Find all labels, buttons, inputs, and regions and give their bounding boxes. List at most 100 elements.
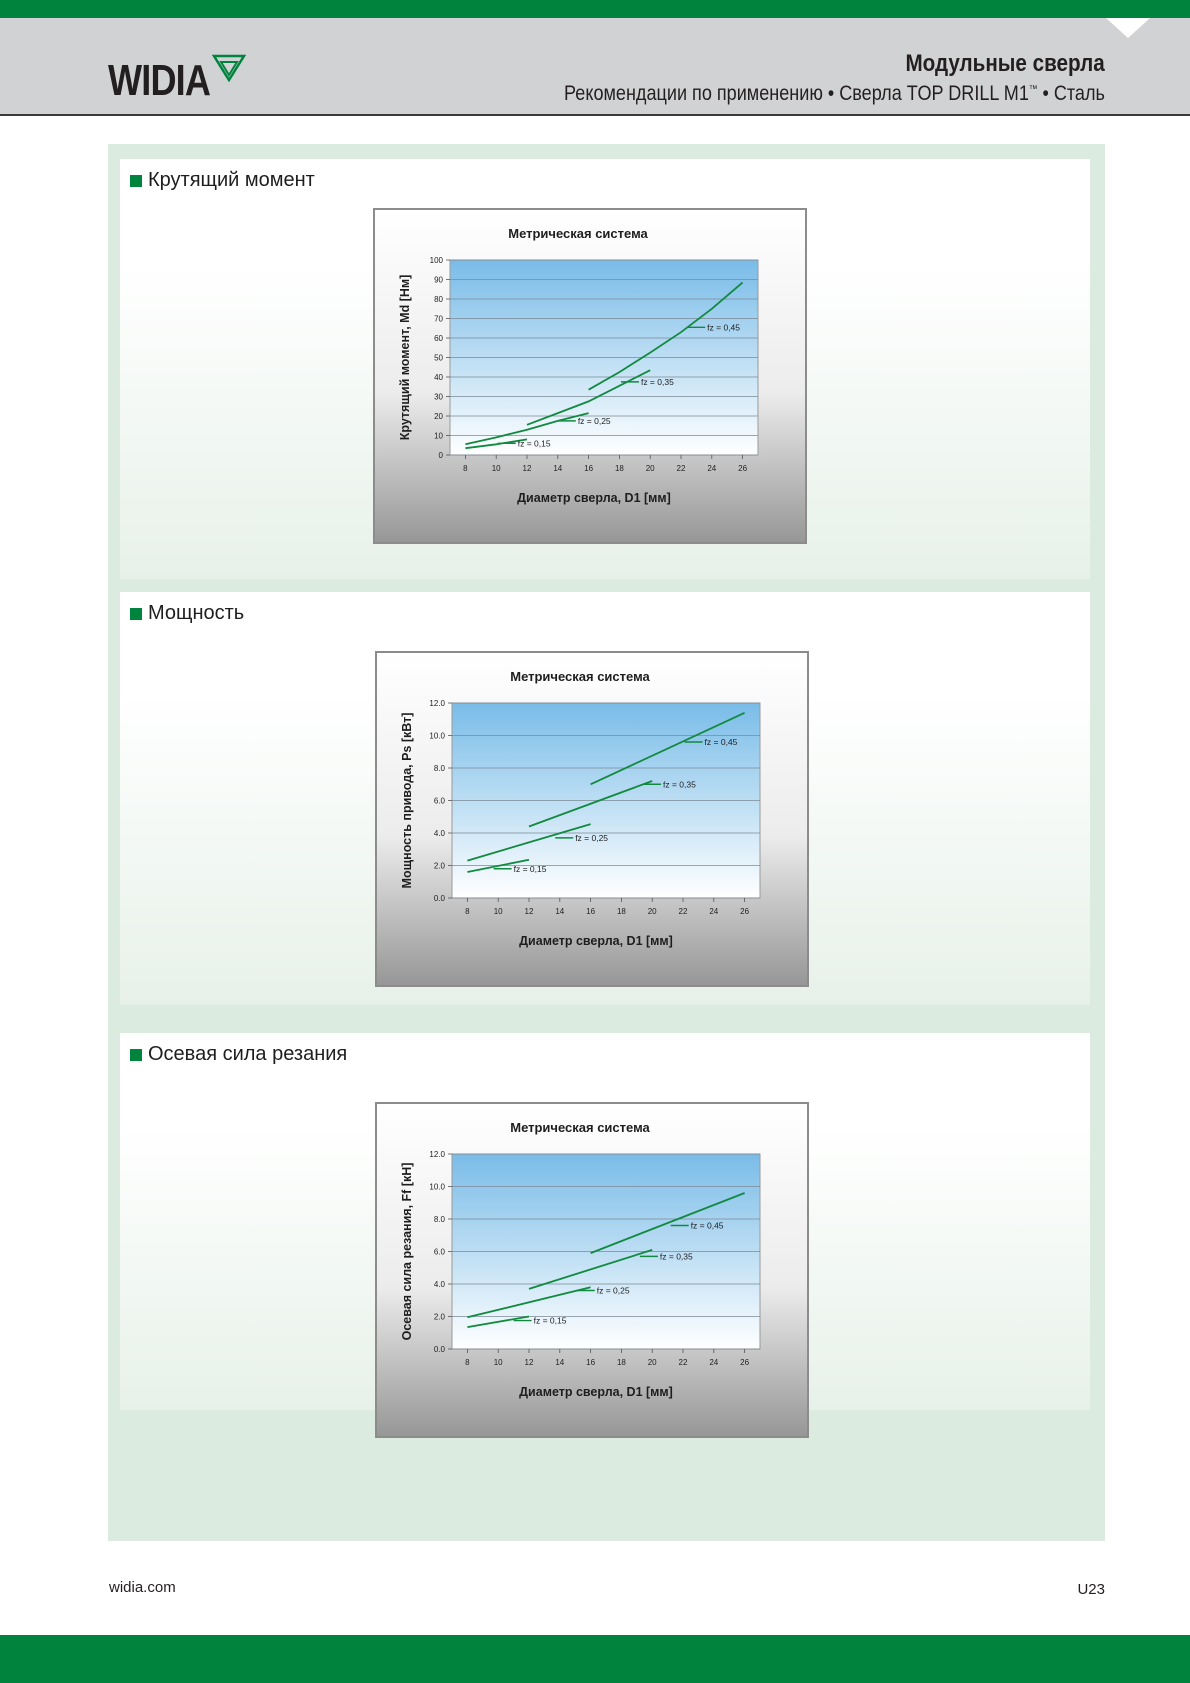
x-tick-label: 16	[586, 907, 595, 916]
y-tick-label: 40	[434, 373, 443, 382]
series-line	[528, 780, 653, 828]
section-title-text: Крутящий момент	[148, 169, 315, 191]
y-tick-label: 8.0	[434, 1215, 446, 1224]
series-label: fz = 0,35	[663, 779, 696, 789]
chart-torque-svg: 0 10 20 30 40 50 60 70 80 90 100 8 10 12 14 16 18 20 22 24 2…	[398, 226, 759, 505]
y-tick-label: 0	[439, 451, 444, 460]
series-line	[528, 1249, 653, 1290]
series-line	[590, 711, 745, 786]
series-label: fz = 0,25	[597, 1286, 630, 1296]
widia-logo: WIDIA	[108, 54, 246, 106]
x-tick-label: 20	[648, 907, 657, 916]
section-title: Осевая сила резания	[130, 1043, 347, 1066]
series-label: fz = 0,35	[641, 377, 674, 387]
series-label: fz = 0,45	[707, 322, 740, 332]
section-torque: Крутящий момент 0 10 20 30 40 50 60 70 80 90 100 8 1…	[120, 159, 1090, 579]
y-tick-label: 4.0	[434, 829, 446, 838]
subtitle-main: Рекомендации по применению • Сверла TOP …	[564, 82, 1029, 105]
page-subtitle: Рекомендации по применению • Сверла TOP …	[564, 82, 1105, 106]
x-tick-label: 26	[740, 1358, 749, 1367]
x-tick-label: 18	[617, 1358, 626, 1367]
x-tick-label: 8	[465, 907, 470, 916]
page-header: WIDIA Модульные сверла Рекомендации по п…	[0, 18, 1190, 116]
chart-torque: 0 10 20 30 40 50 60 70 80 90 100 8 10 12 14 16 18 20 22 24 2…	[373, 208, 807, 544]
x-tick-label: 18	[617, 907, 626, 916]
x-tick-label: 22	[677, 464, 686, 473]
section-title-text: Осевая сила резания	[148, 1043, 348, 1065]
y-tick-label: 12.0	[429, 699, 445, 708]
x-axis-label: Диаметр сверла, D1 [мм]	[519, 934, 673, 948]
chart-power-svg: 0.0 2.0 4.0 6.0 8.0 10.0 12.0 8 10 12 14 16 18 20 22 24…	[400, 669, 761, 948]
series-line	[465, 438, 528, 450]
y-axis-label: Крутящий момент, Md [Нм]	[398, 275, 412, 441]
bottom-brand-bar	[0, 1635, 1190, 1683]
x-tick-label: 16	[586, 1358, 595, 1367]
x-axis-label: Диаметр сверла, D1 [мм]	[519, 1385, 673, 1399]
chart-thrust: 0.0 2.0 4.0 6.0 8.0 10.0 12.0 8 10 12 14 16 18 20 22 24…	[375, 1102, 809, 1438]
x-tick-label: 10	[492, 464, 501, 473]
y-tick-label: 10	[434, 432, 443, 441]
y-tick-label: 90	[434, 276, 443, 285]
trademark: ™	[1028, 84, 1038, 95]
chart-title: Метрическая система	[510, 669, 650, 684]
y-tick-label: 10.0	[429, 1183, 445, 1192]
x-tick-label: 26	[738, 464, 747, 473]
y-tick-label: 30	[434, 393, 443, 402]
section-power: Мощность 0.0 2.0 4.0 6.0 8.0 10.0 12.0 8 10 12 14 1…	[120, 592, 1090, 1005]
series-line	[590, 1192, 745, 1254]
y-tick-label: 0.0	[434, 1345, 446, 1354]
series-label: fz = 0,25	[578, 416, 611, 426]
section-title: Мощность	[130, 602, 244, 625]
chart-title: Метрическая система	[510, 1120, 650, 1135]
y-tick-label: 10.0	[429, 732, 445, 741]
section-thrust: Осевая сила резания 0.0 2.0 4.0 6.0 8.0 10.0 1…	[120, 1033, 1090, 1438]
logo-text: WIDIA	[108, 56, 211, 105]
x-tick-label: 10	[494, 1358, 503, 1367]
corner-tab-icon	[1106, 18, 1150, 38]
content-panel: Крутящий момент 0 10 20 30 40 50 60 70 80 90 100 8 1…	[108, 144, 1105, 1541]
y-tick-label: 70	[434, 315, 443, 324]
series-line	[467, 823, 591, 862]
y-tick-label: 4.0	[434, 1280, 446, 1289]
series-line	[467, 1315, 530, 1328]
page-title: Модульные сверла	[905, 50, 1105, 77]
top-brand-bar	[0, 0, 1190, 18]
series-label: fz = 0,15	[518, 438, 551, 448]
y-tick-label: 12.0	[429, 1150, 445, 1159]
y-tick-label: 8.0	[434, 764, 446, 773]
x-tick-label: 14	[553, 464, 562, 473]
page-number: U23	[1077, 1581, 1105, 1598]
x-tick-label: 8	[463, 464, 468, 473]
y-tick-label: 50	[434, 354, 443, 363]
x-tick-label: 24	[709, 1358, 718, 1367]
x-tick-label: 16	[584, 464, 593, 473]
footer-url[interactable]: widia.com	[109, 1579, 176, 1596]
x-tick-label: 12	[523, 464, 532, 473]
section-title: Крутящий момент	[130, 169, 315, 192]
series-line	[526, 369, 651, 426]
bullet-square-icon	[130, 174, 142, 187]
series-line	[588, 281, 744, 391]
chart-thrust-svg: 0.0 2.0 4.0 6.0 8.0 10.0 12.0 8 10 12 14 16 18 20 22 24…	[400, 1120, 761, 1399]
chart-power: 0.0 2.0 4.0 6.0 8.0 10.0 12.0 8 10 12 14 16 18 20 22 24…	[375, 651, 809, 987]
y-tick-label: 6.0	[434, 1248, 446, 1257]
y-axis-label: Мощность привода, Ps [кВт]	[400, 713, 414, 889]
series-label: fz = 0,15	[534, 1316, 567, 1326]
series-label: fz = 0,45	[705, 737, 738, 747]
bullet-square-icon	[130, 1048, 142, 1061]
x-tick-label: 12	[525, 1358, 534, 1367]
series-line	[465, 412, 589, 446]
x-tick-label: 22	[679, 1358, 688, 1367]
x-tick-label: 18	[615, 464, 624, 473]
x-tick-label: 26	[740, 907, 749, 916]
x-axis-label: Диаметр сверла, D1 [мм]	[517, 491, 671, 505]
series-label: fz = 0,35	[660, 1251, 693, 1261]
chart-title: Метрическая система	[508, 226, 648, 241]
y-axis-label: Осевая сила резания, Ff [кН]	[400, 1163, 414, 1341]
x-tick-label: 12	[525, 907, 534, 916]
logo-triangle-icon	[212, 54, 246, 82]
section-title-text: Мощность	[148, 602, 245, 624]
x-tick-label: 20	[648, 1358, 657, 1367]
y-tick-label: 2.0	[434, 862, 446, 871]
x-tick-label: 22	[679, 907, 688, 916]
